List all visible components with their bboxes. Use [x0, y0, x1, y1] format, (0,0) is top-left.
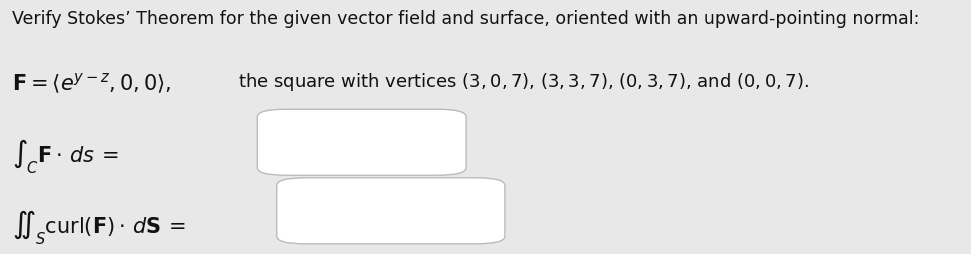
- Text: the square with vertices $(3, 0, 7)$, $(3, 3, 7)$, $(0, 3, 7)$, and $(0, 0, 7)$.: the square with vertices $(3, 0, 7)$, $(…: [238, 71, 809, 93]
- Text: $\iint_S \mathrm{curl}(\mathbf{F}) \cdot\, d\mathbf{S}\, =$: $\iint_S \mathrm{curl}(\mathbf{F}) \cdot…: [12, 208, 185, 247]
- FancyBboxPatch shape: [277, 178, 505, 244]
- Text: $\mathbf{F} = \langle e^{y-z}, 0, 0 \rangle$,: $\mathbf{F} = \langle e^{y-z}, 0, 0 \ran…: [12, 71, 171, 96]
- Text: Verify Stokes’ Theorem for the given vector field and surface, oriented with an : Verify Stokes’ Theorem for the given vec…: [12, 10, 919, 28]
- FancyBboxPatch shape: [257, 109, 466, 175]
- Text: $\int_C \mathbf{F} \cdot\, ds\, =$: $\int_C \mathbf{F} \cdot\, ds\, =$: [12, 137, 118, 176]
